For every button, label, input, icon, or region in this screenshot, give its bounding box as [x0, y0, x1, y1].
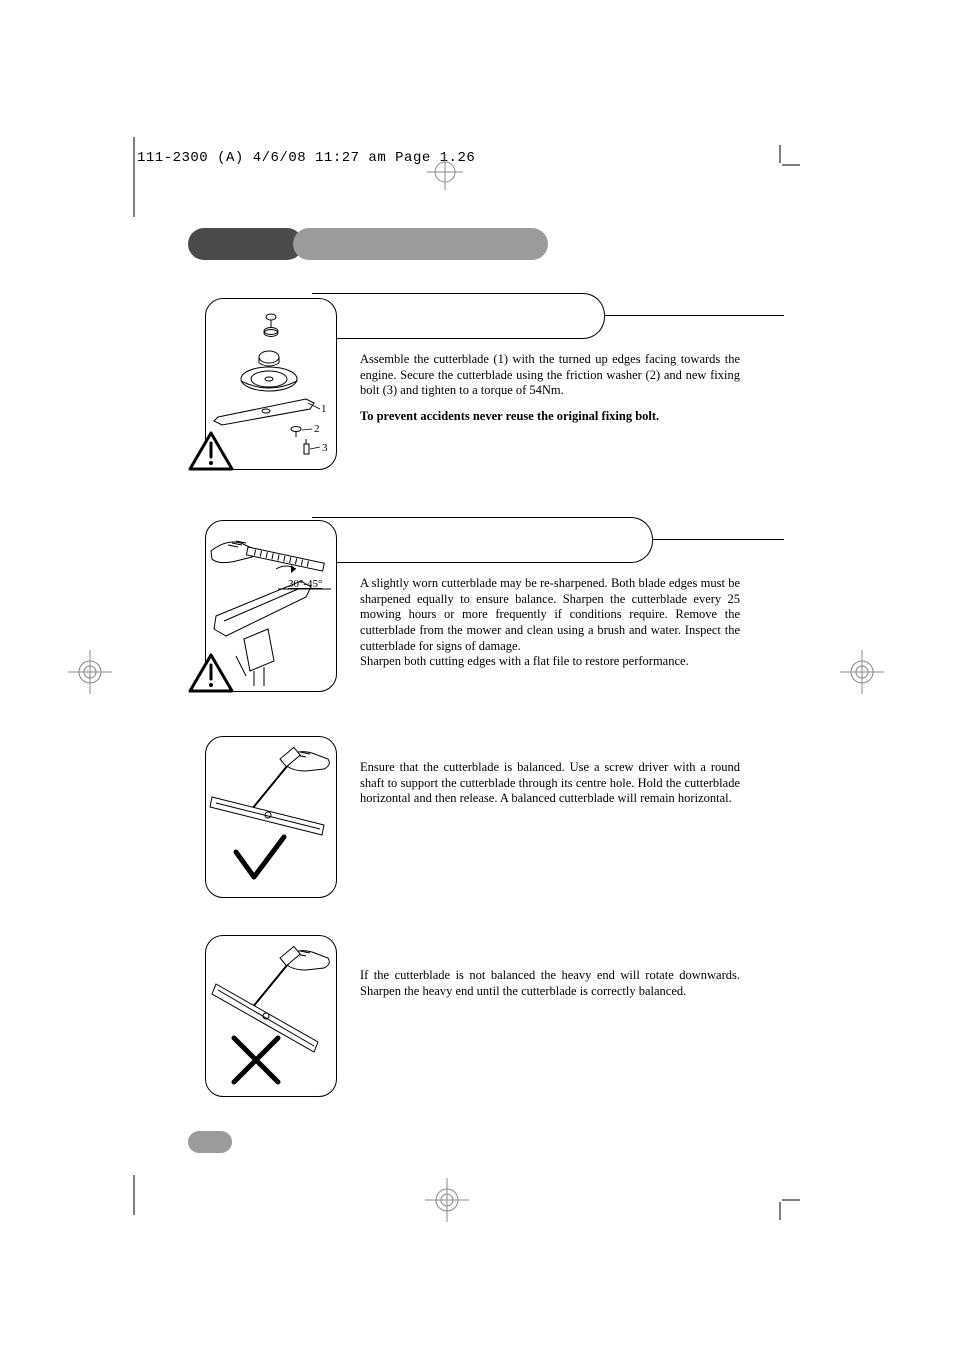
registration-target-right	[840, 650, 884, 694]
section1-heading-rule	[604, 315, 784, 316]
section2-figure-wrap: 30°-45°	[205, 520, 337, 692]
title-banner	[188, 228, 548, 260]
angle-label: 30°-45°	[288, 578, 322, 590]
title-pill-secondary	[293, 228, 548, 260]
section1-heading-tab	[312, 293, 605, 339]
section2-heading-rule	[652, 539, 784, 540]
registration-target-bottom	[425, 1178, 469, 1222]
section1-figure-wrap: 1 2 3	[205, 298, 337, 470]
section2-text: A slightly worn cutterblade may be re-sh…	[360, 576, 740, 670]
section4-para1: If the cutterblade is not balanced the h…	[360, 968, 740, 999]
figure-assemble-cutterblade: 1 2 3	[205, 298, 337, 470]
section1-text: Assemble the cutterblade (1) with the tu…	[360, 352, 740, 425]
callout-1: 1	[321, 403, 327, 415]
section3-figure-wrap	[205, 736, 337, 898]
warning-icon	[188, 431, 234, 471]
section2-para2: Sharpen both cutting edges with a flat f…	[360, 654, 740, 670]
section4-figure-wrap	[205, 935, 337, 1097]
section3-text: Ensure that the cutterblade is balanced.…	[360, 760, 740, 807]
figure-balance-bad	[205, 935, 337, 1097]
warning-icon	[188, 653, 234, 693]
balance-ok-diagram-icon	[206, 737, 336, 897]
crop-mark-tr	[760, 145, 800, 185]
callout-3: 3	[322, 442, 328, 454]
figure-balance-ok	[205, 736, 337, 898]
section1-para1: Assemble the cutterblade (1) with the tu…	[360, 352, 740, 399]
figure-sharpen-blade: 30°-45°	[205, 520, 337, 692]
crop-mark-tl	[120, 137, 150, 217]
registration-target-top	[425, 152, 465, 192]
section2-heading-tab	[312, 517, 653, 563]
section4-text: If the cutterblade is not balanced the h…	[360, 968, 740, 999]
crop-mark-bl	[120, 1175, 150, 1215]
balance-bad-diagram-icon	[206, 936, 336, 1096]
section3-para1: Ensure that the cutterblade is balanced.…	[360, 760, 740, 807]
title-pill-primary	[188, 228, 303, 260]
page-number-badge	[188, 1131, 232, 1153]
registration-target-left	[68, 650, 112, 694]
crop-mark-br	[760, 1180, 800, 1220]
callout-2: 2	[314, 423, 320, 435]
section1-bold: To prevent accidents never reuse the ori…	[360, 409, 740, 425]
section2-para1: A slightly worn cutterblade may be re-sh…	[360, 576, 740, 654]
